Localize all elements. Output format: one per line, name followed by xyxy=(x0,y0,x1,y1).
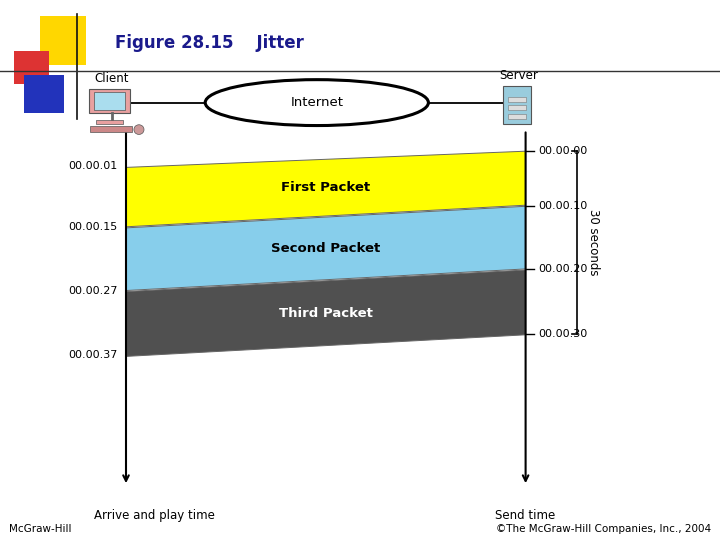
Text: 00.00.15: 00.00.15 xyxy=(68,222,117,232)
Text: Internet: Internet xyxy=(290,96,343,109)
Text: First Packet: First Packet xyxy=(282,181,370,194)
Polygon shape xyxy=(126,151,526,227)
Text: 00.00.27: 00.00.27 xyxy=(68,286,117,296)
Text: Second Packet: Second Packet xyxy=(271,242,380,255)
Bar xyxy=(24,75,64,113)
Text: 30 seconds: 30 seconds xyxy=(587,210,600,276)
FancyBboxPatch shape xyxy=(503,86,531,124)
FancyBboxPatch shape xyxy=(90,126,132,132)
Polygon shape xyxy=(126,206,526,291)
FancyBboxPatch shape xyxy=(89,89,130,113)
Text: McGraw-Hill: McGraw-Hill xyxy=(9,523,71,534)
Text: Send time: Send time xyxy=(495,509,556,522)
Text: Arrive and play time: Arrive and play time xyxy=(94,509,215,522)
Bar xyxy=(14,51,49,84)
FancyBboxPatch shape xyxy=(508,114,526,119)
Polygon shape xyxy=(126,270,526,356)
Text: ©The McGraw-Hill Companies, Inc., 2004: ©The McGraw-Hill Companies, Inc., 2004 xyxy=(496,523,711,534)
Text: Client: Client xyxy=(94,72,129,85)
Text: Figure 28.15    Jitter: Figure 28.15 Jitter xyxy=(115,34,304,52)
Text: 00.00.30: 00.00.30 xyxy=(539,329,588,339)
Ellipse shape xyxy=(205,79,428,125)
FancyBboxPatch shape xyxy=(508,105,526,110)
Ellipse shape xyxy=(134,125,144,134)
Bar xyxy=(40,16,86,65)
FancyBboxPatch shape xyxy=(94,92,125,110)
Text: 00.00.01: 00.00.01 xyxy=(68,161,117,171)
Text: Third Packet: Third Packet xyxy=(279,307,373,320)
Text: 00.00.00: 00.00.00 xyxy=(539,146,588,156)
Text: 00.00.20: 00.00.20 xyxy=(539,265,588,274)
Text: 00.00.10: 00.00.10 xyxy=(539,201,588,211)
FancyBboxPatch shape xyxy=(508,97,526,102)
FancyBboxPatch shape xyxy=(96,120,123,124)
Text: Server: Server xyxy=(499,69,538,82)
Text: 00.00.37: 00.00.37 xyxy=(68,350,117,360)
